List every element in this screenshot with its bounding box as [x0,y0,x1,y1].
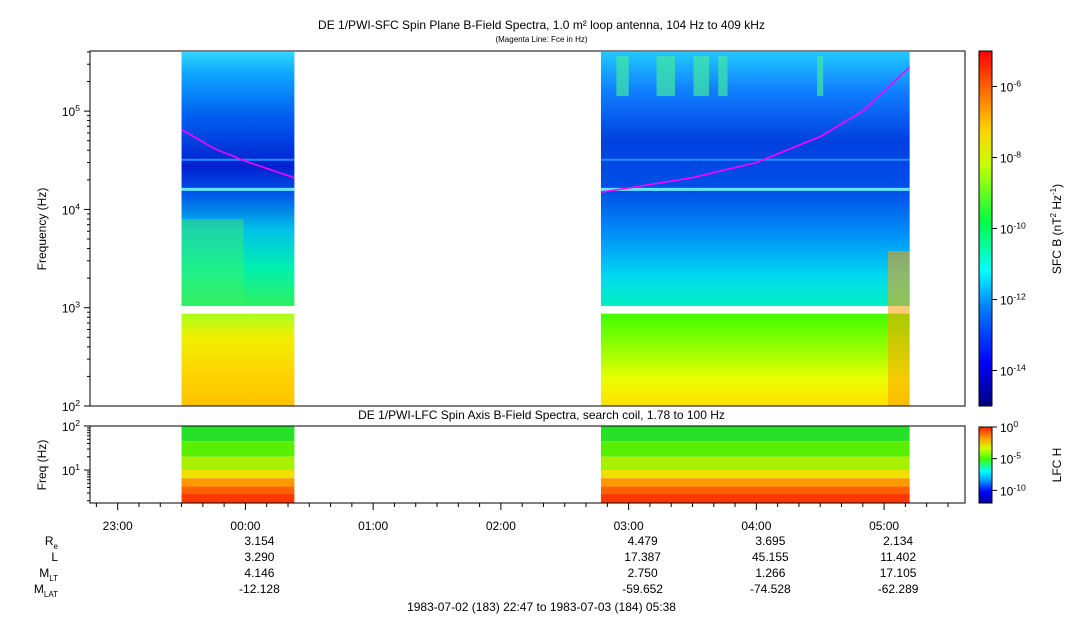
ephemeris-value: 3.290 [244,550,274,564]
ephemeris-value: -59.652 [622,582,663,596]
ephemeris-value: 17.387 [624,550,661,564]
sfc-emission-patch [693,56,709,96]
tick-label: 104 [62,201,80,217]
lfc-spectrogram-band [181,493,295,503]
ephemeris-row-label: MLAT [34,582,58,599]
sfc-emission-patch [718,56,728,96]
tick-label: 102 [62,418,80,434]
lfc-colorbar [978,426,993,504]
tick-label: 10-8 [1000,150,1021,166]
x-tick-label: 02:00 [486,519,516,533]
lfc-spectrogram-band [600,441,910,457]
lfc-spectrogram-band [600,426,910,442]
tick-label: 10-12 [1000,292,1026,308]
sfc-colorbar-label: SFC B (nT2 Hz-1) [1049,184,1064,274]
sfc-emission-patch [616,56,629,96]
sfc-emission-patch [656,56,676,96]
lfc-spectrogram-band [600,470,910,479]
x-tick-label: 00:00 [230,519,260,533]
ephemeris-value: 2.134 [883,534,913,548]
lfc-spectrogram-band [600,478,910,487]
tick-label: 105 [62,103,80,119]
lfc-spectrogram-band [181,478,295,487]
sfc-plot-frame [89,50,966,407]
lfc-spectrogram-band [181,441,295,457]
tick-label: 10-10 [1000,482,1026,498]
ephemeris-value: 3.695 [755,534,785,548]
lfc-plot-frame [89,425,966,504]
lfc-spectrogram-band [181,470,295,479]
ephemeris-value: -12.128 [239,582,280,596]
tick-label: 103 [62,300,80,316]
sfc-interference-line [600,158,910,161]
tick-label: 100 [1000,419,1018,435]
x-tick-label: 05:00 [869,519,899,533]
lfc-spectrogram-band [600,486,910,494]
sfc-y-axis-label: Frequency (Hz) [35,188,49,271]
chart-subtitle-sfc: (Magenta Line: Fce in Hz) [495,35,588,44]
sfc-spectrogram-block-low [181,313,295,406]
ephemeris-value: 4.479 [628,534,658,548]
ephemeris-value: 11.402 [880,550,916,564]
sfc-emission-patch [181,218,244,304]
ephemeris-row-label: MLT [39,566,58,583]
sfc-colorbar [978,50,993,407]
ephemeris-value: -74.528 [750,582,791,596]
ephemeris-row-label: Re [45,534,59,551]
ephemeris-value: 2.750 [628,566,658,580]
fce-line [600,66,911,193]
sfc-spectrogram-block-low [600,313,910,406]
ephemeris-value: 3.154 [244,534,274,548]
ephemeris-row-label: L [51,550,58,564]
lfc-spectrogram-band [600,456,910,471]
sfc-interference-line [600,187,910,191]
tick-label: 10-5 [1000,451,1021,467]
ephemeris-value: 17.105 [880,566,917,580]
lfc-y-axis-label: Freq (Hz) [35,440,49,491]
x-tick-label: 03:00 [614,519,644,533]
chart-title-lfc: DE 1/PWI-LFC Spin Axis B-Field Spectra, … [358,408,725,422]
time-range-label: 1983-07-02 (183) 22:47 to 1983-07-03 (18… [407,600,676,614]
lfc-spectrogram-band [181,486,295,494]
fce-line [181,128,295,179]
tick-label: 10-6 [1000,79,1021,95]
sfc-spectrogram-block-high [600,52,910,307]
ephemeris-value: 45.155 [752,550,789,564]
x-tick-label: 04:00 [741,519,771,533]
sfc-interference-line [181,187,295,191]
x-tick-label: 01:00 [358,519,388,533]
tick-label: 102 [62,398,80,414]
x-tick-label: 23:00 [103,519,133,533]
lfc-spectrogram-band [181,456,295,471]
lfc-spectrogram-band [600,493,910,503]
tick-label: 101 [62,462,80,478]
chart-title-sfc: DE 1/PWI-SFC Spin Plane B-Field Spectra,… [318,18,765,32]
ephemeris-value: 1.266 [755,566,785,580]
tick-label: 10-14 [1000,363,1026,379]
sfc-emission-patch [817,56,824,96]
lfc-colorbar-label: LFC H [1050,448,1064,483]
lfc-spectrogram-band [181,426,295,442]
sfc-interference-line [181,158,295,161]
tick-label: 10-10 [1000,221,1026,237]
sfc-emission-patch [888,251,910,406]
ephemeris-value: -62.289 [878,582,919,596]
sfc-spectrogram-block-high [181,52,295,307]
ephemeris-value: 4.146 [244,566,274,580]
